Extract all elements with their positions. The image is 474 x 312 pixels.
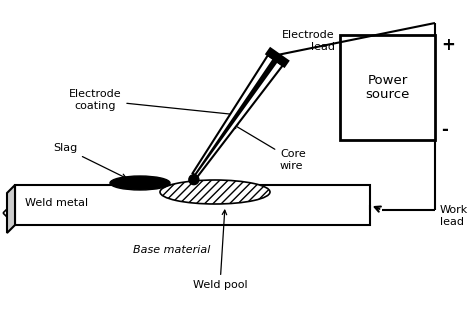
Polygon shape	[194, 59, 278, 176]
Bar	[340, 35, 435, 140]
Text: Electrode
coating: Electrode coating	[69, 89, 240, 117]
Text: Weld metal: Weld metal	[25, 198, 88, 208]
Text: Work
lead: Work lead	[440, 205, 468, 227]
Ellipse shape	[160, 180, 270, 204]
Text: Core
wire: Core wire	[233, 124, 306, 171]
Text: Electrode
lead: Electrode lead	[283, 30, 335, 51]
Circle shape	[189, 175, 199, 185]
Ellipse shape	[110, 176, 170, 190]
Polygon shape	[7, 185, 15, 233]
Text: Weld pool: Weld pool	[193, 210, 247, 290]
Text: +: +	[441, 36, 455, 54]
Text: Slag: Slag	[53, 143, 126, 178]
Polygon shape	[266, 48, 288, 67]
Text: Base material: Base material	[133, 245, 210, 255]
Text: Power
source: Power source	[365, 74, 410, 101]
Polygon shape	[192, 55, 283, 177]
Bar	[15, 185, 370, 225]
Text: -: -	[441, 121, 448, 139]
